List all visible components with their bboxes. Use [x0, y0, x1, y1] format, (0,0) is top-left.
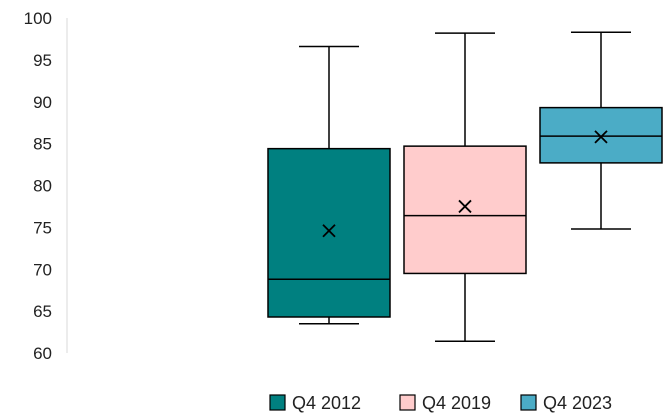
- box-q4-2023: [539, 31, 663, 230]
- y-tick-label: 85: [33, 135, 52, 154]
- y-tick-label: 80: [33, 177, 52, 196]
- iqr-box: [403, 145, 527, 275]
- legend-swatch: [520, 394, 537, 411]
- legend-label: Q4 2012: [292, 393, 361, 413]
- y-tick-label: 75: [33, 218, 52, 237]
- iqr-box: [539, 106, 663, 164]
- legend-item: Q4 2019: [399, 393, 491, 413]
- legend-label: Q4 2023: [543, 393, 612, 413]
- y-tick-label: 90: [33, 93, 52, 112]
- iqr-box: [267, 147, 391, 318]
- legend-swatch: [399, 394, 416, 411]
- y-tick-label: 95: [33, 51, 52, 70]
- legend-swatch: [269, 394, 286, 411]
- y-tick-label: 100: [24, 9, 52, 28]
- legend: Q4 2012 Q4 2019 Q4 2023: [269, 393, 612, 413]
- legend-label: Q4 2019: [422, 393, 491, 413]
- mean-marker: [458, 199, 472, 214]
- plot-area: [267, 31, 663, 343]
- y-axis: 60 65 70 75 80 85 90 95 100: [24, 9, 68, 363]
- legend-item: Q4 2023: [520, 393, 612, 413]
- mean-marker: [594, 130, 608, 144]
- y-tick-label: 70: [33, 260, 52, 279]
- y-tick-label: 60: [33, 344, 52, 363]
- box-q4-2019: [403, 32, 527, 343]
- box-q4-2012: [267, 45, 391, 325]
- mean-marker: [322, 224, 336, 238]
- legend-item: Q4 2012: [269, 393, 361, 413]
- y-tick-label: 65: [33, 302, 52, 321]
